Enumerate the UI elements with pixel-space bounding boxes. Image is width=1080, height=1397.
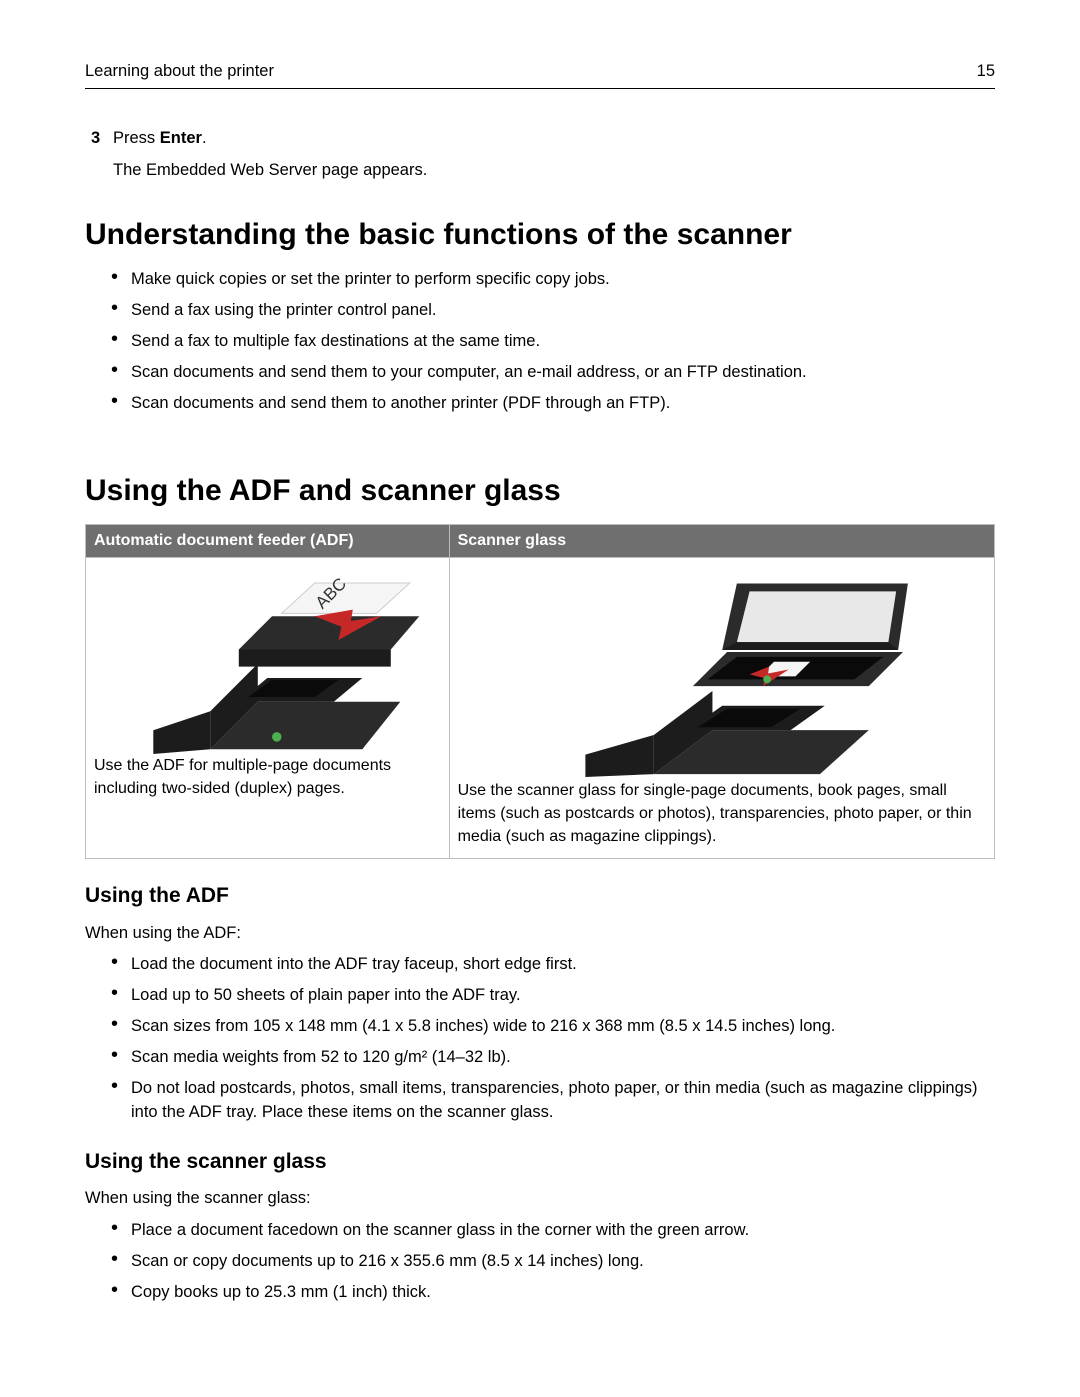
th-glass: Scanner glass	[449, 525, 994, 557]
list-item: Scan media weights from 52 to 120 g/m² (…	[111, 1046, 995, 1070]
heading-using-glass: Using the scanner glass	[85, 1147, 995, 1177]
printer-adf-icon: ABC	[94, 564, 441, 754]
adf-illustration: ABC	[94, 564, 441, 754]
list-item: Send a fax to multiple fax destinations …	[111, 330, 995, 354]
step-number: 3	[91, 127, 113, 151]
understanding-list: Make quick copies or set the printer to …	[111, 268, 995, 416]
glass-illustration	[458, 564, 986, 779]
adf-caption: Use the ADF for multiple‑page documents …	[94, 754, 441, 800]
list-item: Make quick copies or set the printer to …	[111, 268, 995, 292]
list-item: Load up to 50 sheets of plain paper into…	[111, 984, 995, 1008]
glass-caption: Use the scanner glass for single‑page do…	[458, 779, 986, 849]
printer-glass-icon	[458, 564, 986, 779]
list-item: Do not load postcards, photos, small ite…	[111, 1077, 995, 1125]
list-item: Place a document facedown on the scanner…	[111, 1219, 995, 1243]
step-text: Press Enter.	[113, 127, 207, 151]
list-item: Scan documents and send them to another …	[111, 392, 995, 416]
compare-table: Automatic document feeder (ADF) Scanner …	[85, 524, 995, 859]
list-item: Scan documents and send them to your com…	[111, 361, 995, 385]
adf-list: Load the document into the ADF tray face…	[111, 953, 995, 1125]
page-header: Learning about the printer 15	[85, 60, 995, 89]
list-item: Scan or copy documents up to 216 x 355.6…	[111, 1250, 995, 1274]
heading-using-adf: Using the ADF	[85, 881, 995, 911]
header-title: Learning about the printer	[85, 60, 274, 84]
heading-adf-glass: Using the ADF and scanner glass	[85, 469, 995, 513]
cell-adf: ABC Use the ADF for multiple‑page docume…	[86, 557, 450, 859]
list-item: Scan sizes from 105 x 148 mm (4.1 x 5.8 …	[111, 1015, 995, 1039]
adf-intro: When using the ADF:	[85, 922, 995, 946]
list-item: Send a fax using the printer control pan…	[111, 299, 995, 323]
list-item: Load the document into the ADF tray face…	[111, 953, 995, 977]
header-page-number: 15	[977, 60, 995, 84]
heading-understanding: Understanding the basic functions of the…	[85, 213, 995, 257]
glass-list: Place a document facedown on the scanner…	[111, 1219, 995, 1305]
glass-intro: When using the scanner glass:	[85, 1187, 995, 1211]
th-adf: Automatic document feeder (ADF)	[86, 525, 450, 557]
cell-glass: Use the scanner glass for single‑page do…	[449, 557, 994, 859]
step-3: 3 Press Enter.	[91, 127, 995, 151]
list-item: Copy books up to 25.3 mm (1 inch) thick.	[111, 1281, 995, 1305]
step-result: The Embedded Web Server page appears.	[113, 159, 995, 183]
